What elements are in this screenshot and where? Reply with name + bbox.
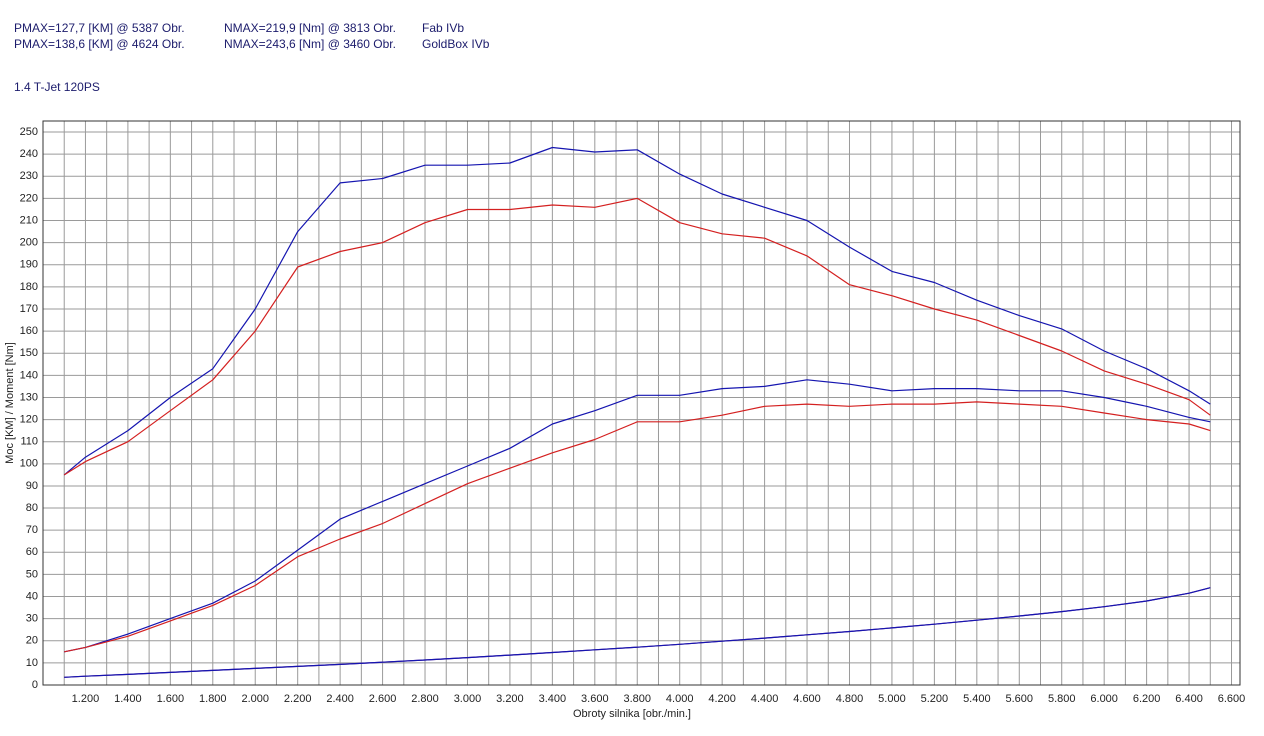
- y-tick-label: 100: [20, 458, 38, 470]
- y-tick-label: 140: [20, 369, 38, 381]
- y-tick-label: 80: [26, 502, 38, 514]
- x-tick-label: 6.400: [1175, 693, 1203, 705]
- x-tick-label: 3.800: [623, 693, 651, 705]
- nmax-text: NMAX=243,6 [Nm] @ 3460 Obr.: [224, 37, 396, 51]
- x-tick-label: 3.000: [454, 693, 482, 705]
- y-tick-label: 150: [20, 347, 38, 359]
- plot-border: [42, 120, 1241, 686]
- y-tick-label: 130: [20, 391, 38, 403]
- x-axis-label: Obroty silnika [obr./min.]: [573, 708, 691, 720]
- run-label: Fab IVb: [422, 21, 464, 35]
- y-axis-label: Moc [KM] / Moment [Nm]: [4, 342, 16, 464]
- run-label: GoldBox IVb: [422, 37, 490, 51]
- y-tick-label: 170: [20, 303, 38, 315]
- x-tick-label: 4.000: [666, 693, 694, 705]
- y-tick-label: 10: [26, 657, 38, 669]
- x-tick-label: 1.400: [114, 693, 142, 705]
- x-tick-label: 6.600: [1218, 693, 1246, 705]
- y-tick-label: 110: [20, 436, 38, 448]
- x-tick-label: 5.200: [921, 693, 949, 705]
- x-tick-label: 2.200: [284, 693, 312, 705]
- y-tick-label: 190: [20, 259, 38, 271]
- x-tick-label: 4.800: [836, 693, 864, 705]
- y-tick-label: 180: [20, 281, 38, 293]
- pmax-text: PMAX=138,6 [KM] @ 4624 Obr.: [14, 37, 185, 51]
- x-tick-label: 2.800: [411, 693, 439, 705]
- data-line: [63, 146, 1211, 476]
- y-tick-label: 250: [20, 126, 38, 138]
- y-tick-label: 70: [26, 524, 38, 536]
- pmax-text: PMAX=127,7 [KM] @ 5387 Obr.: [14, 21, 185, 35]
- x-tick-label: 6.200: [1133, 693, 1161, 705]
- y-tick-label: 200: [20, 237, 38, 249]
- x-tick-label: 1.200: [72, 693, 100, 705]
- x-tick-label: 5.400: [963, 693, 991, 705]
- y-tick-label: 210: [20, 214, 38, 226]
- y-tick-label: 20: [26, 635, 38, 647]
- y-tick-label: 240: [20, 148, 38, 160]
- data-line: [64, 587, 1211, 678]
- x-tick-label: 2.600: [369, 693, 397, 705]
- x-tick-label: 2.000: [241, 693, 269, 705]
- data-line: [64, 379, 1211, 653]
- x-tick-label: 1.800: [199, 693, 227, 705]
- y-tick-label: 90: [26, 480, 38, 492]
- y-tick-label: 120: [20, 413, 38, 425]
- x-tick-label: 4.400: [751, 693, 779, 705]
- x-tick-label: 2.400: [326, 693, 354, 705]
- x-tick-label: 3.200: [496, 693, 524, 705]
- x-tick-label: 3.600: [581, 693, 609, 705]
- y-tick-label: 50: [26, 568, 38, 580]
- y-tick-label: 0: [32, 679, 38, 691]
- y-tick-label: 40: [26, 590, 38, 602]
- x-tick-label: 3.400: [539, 693, 567, 705]
- y-tick-label: 230: [20, 170, 38, 182]
- x-tick-label: 4.200: [708, 693, 736, 705]
- data-line: [63, 197, 1211, 476]
- x-tick-label: 5.600: [1006, 693, 1034, 705]
- nmax-text: NMAX=219,9 [Nm] @ 3813 Obr.: [224, 21, 396, 35]
- x-tick-label: 1.600: [157, 693, 185, 705]
- y-tick-label: 160: [20, 325, 38, 337]
- x-tick-label: 5.800: [1048, 693, 1076, 705]
- subtitle: 1.4 T-Jet 120PS: [14, 80, 100, 94]
- y-tick-label: 60: [26, 546, 38, 558]
- y-tick-label: 30: [26, 613, 38, 625]
- x-tick-label: 4.600: [793, 693, 821, 705]
- data-line: [64, 401, 1211, 653]
- y-tick-label: 220: [20, 192, 38, 204]
- x-tick-label: 6.000: [1090, 693, 1118, 705]
- x-tick-label: 5.000: [878, 693, 906, 705]
